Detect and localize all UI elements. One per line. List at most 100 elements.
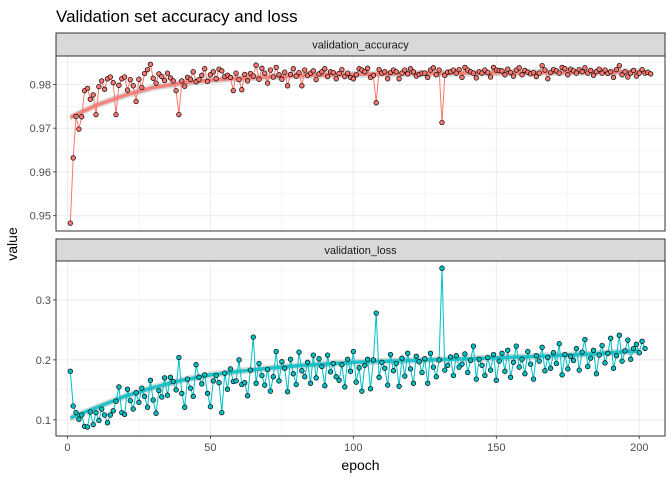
data-point (510, 73, 517, 79)
data-point (284, 83, 291, 89)
data-point (141, 393, 148, 400)
data-point (147, 377, 154, 383)
data-point (113, 398, 119, 404)
y-tick-label: 0.3 (36, 295, 51, 307)
data-point (204, 78, 211, 85)
data-point (425, 380, 431, 386)
data-point (256, 76, 262, 82)
data-point (442, 367, 448, 373)
data-point (153, 410, 159, 416)
data-point (433, 72, 439, 78)
data-point (485, 69, 491, 76)
data-point (370, 72, 377, 78)
data-point (127, 76, 133, 83)
data-point (302, 67, 308, 73)
data-point (628, 356, 634, 362)
data-point (336, 70, 342, 77)
data-point (236, 76, 242, 83)
data-point (393, 360, 399, 367)
data-point (310, 352, 316, 358)
data-point (179, 78, 185, 84)
data-point (562, 351, 568, 358)
data-point (379, 359, 385, 365)
data-point (396, 76, 402, 82)
data-point (530, 69, 537, 76)
data-point (256, 360, 262, 367)
data-point (599, 342, 605, 349)
data-point (430, 364, 437, 370)
data-point (422, 356, 428, 362)
data-point (270, 74, 276, 80)
data-point (513, 343, 519, 349)
data-point (356, 365, 362, 371)
data-point (373, 100, 379, 106)
data-point (579, 69, 585, 75)
data-point (99, 406, 105, 412)
data-point (93, 409, 99, 416)
data-point (233, 378, 239, 384)
data-point (648, 71, 654, 77)
data-point (493, 377, 499, 383)
data-point (227, 74, 234, 81)
data-point (190, 393, 196, 400)
data-point (505, 347, 511, 353)
data-point (588, 355, 594, 361)
data-point (527, 361, 534, 367)
data-point (164, 70, 171, 76)
data-point (136, 76, 142, 82)
data-point (310, 68, 316, 74)
data-point (459, 74, 465, 81)
data-point (610, 365, 617, 371)
data-point (470, 70, 477, 76)
data-point (182, 83, 188, 89)
data-point (70, 403, 76, 409)
data-point (153, 80, 159, 86)
data-point (327, 369, 334, 375)
data-point (636, 70, 642, 76)
data-point (133, 98, 139, 105)
data-point (101, 86, 108, 92)
data-point (121, 411, 128, 418)
data-point (427, 350, 434, 356)
plot-background (56, 261, 665, 436)
data-point (350, 76, 357, 82)
data-point (622, 69, 628, 75)
data-point (316, 356, 322, 362)
data-point (633, 341, 640, 347)
x-tick-label: 100 (344, 442, 362, 454)
data-point (76, 416, 82, 422)
data-point (130, 406, 136, 412)
data-point (173, 387, 179, 393)
x-tick-label: 50 (204, 442, 216, 454)
data-point (90, 421, 96, 428)
data-point (445, 362, 451, 368)
series-line (69, 268, 646, 428)
data-point (399, 355, 405, 361)
data-point (485, 354, 491, 361)
data-point (107, 412, 113, 418)
data-point (73, 409, 79, 416)
data-point (144, 404, 151, 410)
data-point (573, 70, 580, 76)
data-point (608, 335, 614, 341)
data-point (339, 66, 345, 73)
data-point (496, 358, 502, 364)
data-point (359, 388, 365, 394)
data-point (499, 350, 505, 356)
data-point (542, 67, 548, 73)
data-point (73, 113, 79, 120)
data-point (250, 73, 256, 79)
data-point (302, 374, 308, 380)
data-point (244, 393, 251, 399)
data-point (450, 372, 457, 379)
panel-border (55, 260, 666, 437)
data-point (282, 365, 288, 371)
data-point (342, 384, 348, 390)
data-point (104, 420, 111, 426)
data-point (516, 65, 522, 71)
data-point (87, 409, 93, 415)
data-point (608, 69, 614, 75)
data-point (405, 350, 411, 356)
data-point (276, 72, 282, 78)
